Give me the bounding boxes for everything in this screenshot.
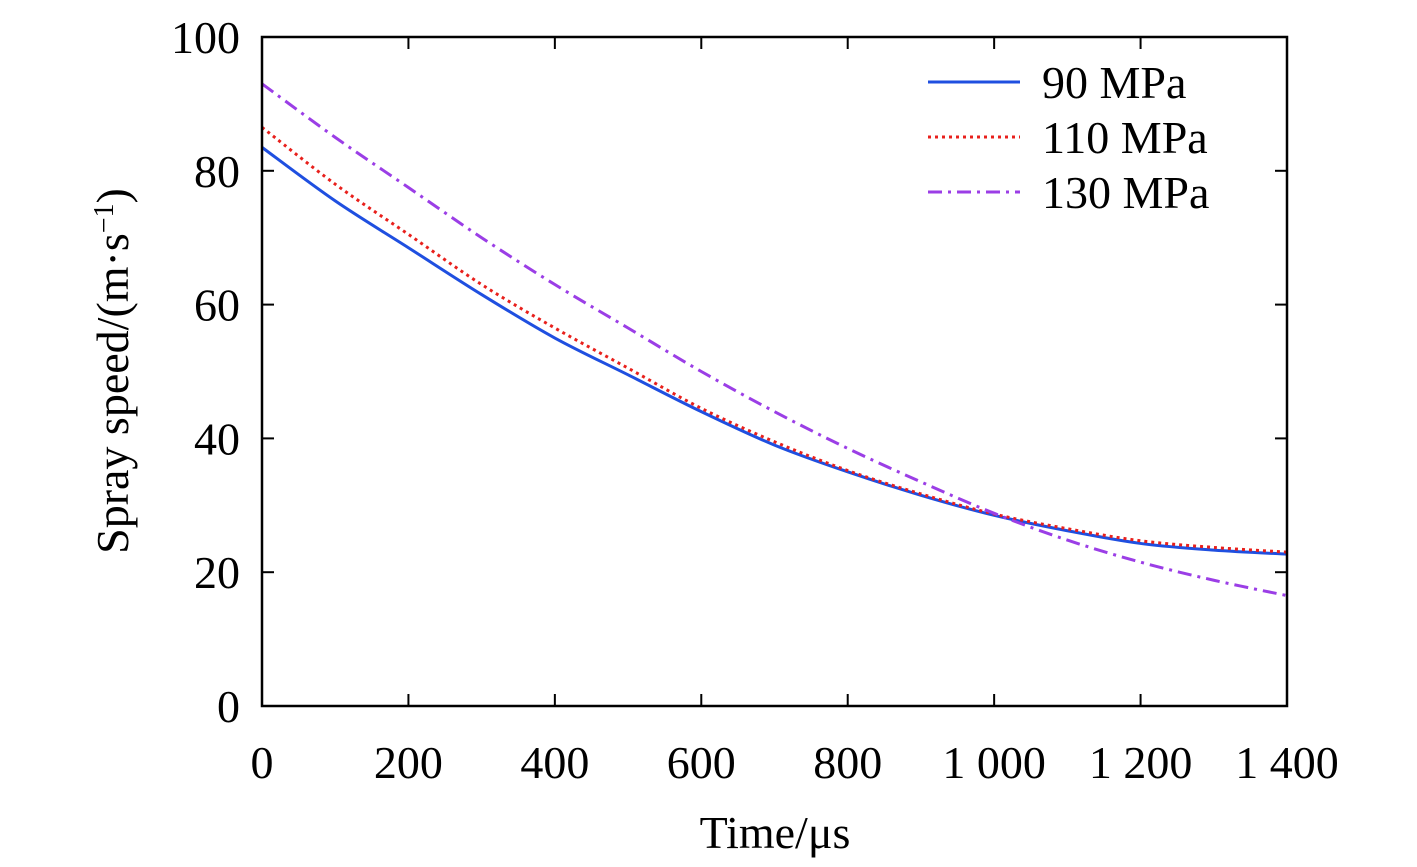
- x-tick-label-1: 200: [374, 737, 443, 788]
- y-tick-label-4: 80: [194, 146, 240, 197]
- y-tick-label-1: 20: [194, 547, 240, 598]
- y-tick-label-0: 0: [217, 681, 240, 732]
- x-tick-label-2: 400: [520, 737, 589, 788]
- x-tick-label-0: 0: [251, 737, 274, 788]
- y-axis-label-group: Spray speed/(m·s−1): [87, 188, 138, 554]
- x-tick-label-4: 800: [813, 737, 882, 788]
- axis-ticks: [261, 36, 1288, 707]
- x-axis-label: Time/μs: [700, 807, 851, 858]
- y-axis-label-superscript: −1: [89, 203, 120, 233]
- x-tick-label-5: 1 000: [942, 737, 1046, 788]
- series-line-2: [261, 82, 1288, 598]
- y-tick-label-5: 100: [171, 12, 240, 63]
- x-tick-label-3: 600: [667, 737, 736, 788]
- axis-tick-labels: 0 200 400 600 800 1 000 1 200 1 400 0 20 40 60 80 100: [171, 12, 1339, 788]
- legend-label-1: 110 MPa: [1042, 112, 1208, 163]
- y-axis-label: Spray speed/(m·s−1): [87, 188, 138, 554]
- y-tick-label-2: 40: [194, 413, 240, 464]
- x-tick-label-7: 1 400: [1235, 737, 1339, 788]
- x-tick-label-6: 1 200: [1089, 737, 1193, 788]
- series-line-0: [261, 146, 1288, 556]
- series-line-1: [261, 126, 1288, 554]
- legend-label-2: 130 MPa: [1042, 167, 1209, 218]
- plot-lines: [261, 82, 1288, 598]
- plot-frame: [260, 35, 1289, 708]
- legend-label-0: 90 MPa: [1042, 57, 1186, 108]
- y-axis-label-main: Spray speed/(m·s: [87, 233, 138, 554]
- y-tick-label-3: 60: [194, 280, 240, 331]
- y-axis-label-close: ): [87, 188, 138, 203]
